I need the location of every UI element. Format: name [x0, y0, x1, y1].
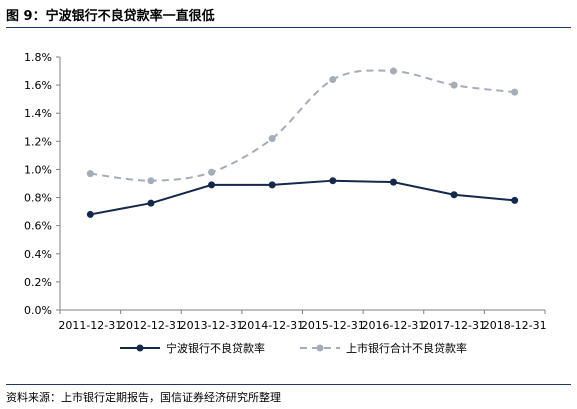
title-rule: [6, 27, 571, 28]
x-tick-label: 2013-12-31: [180, 319, 244, 332]
legend-swatch-marker-1: [136, 344, 144, 352]
legend-label-1: 宁波银行不良贷款率: [166, 341, 265, 355]
y-tick-label: 0.8%: [24, 192, 52, 205]
y-tick-label: 1.8%: [24, 51, 52, 64]
data-point-series-2: [389, 67, 397, 75]
data-point-series-2: [208, 168, 216, 176]
y-tick-label: 1.2%: [24, 135, 52, 148]
x-tick-label: 2014-12-31: [240, 319, 304, 332]
legend-label-2: 上市银行合计不良贷款率: [346, 341, 467, 355]
data-point-series-2: [268, 135, 276, 143]
data-point-series-2: [86, 170, 94, 178]
data-point-series-1: [329, 177, 337, 185]
legend-swatch-marker-2: [316, 344, 324, 352]
series-line-1: [90, 179, 515, 216]
y-tick-label: 0.2%: [24, 276, 52, 289]
data-point-series-1: [511, 196, 519, 204]
y-tick-label: 1.0%: [24, 163, 52, 176]
x-tick-label: 2016-12-31: [361, 319, 425, 332]
x-tick-label: 2011-12-31: [58, 319, 122, 332]
data-point-series-1: [450, 191, 458, 199]
data-point-series-1: [86, 210, 94, 218]
y-tick-label: 1.4%: [24, 107, 52, 120]
data-point-series-2: [450, 81, 458, 89]
data-point-series-1: [208, 181, 216, 189]
data-point-series-1: [389, 178, 397, 186]
x-tick-label: 2015-12-31: [301, 319, 365, 332]
x-tick-label: 2017-12-31: [422, 319, 486, 332]
figure-title: 图 9：宁波银行不良贷款率一直很低: [6, 9, 215, 24]
x-tick-label: 2018-12-31: [483, 319, 547, 332]
data-point-series-1: [147, 199, 155, 207]
data-point-series-2: [147, 177, 155, 185]
data-point-series-1: [268, 181, 276, 189]
y-tick-label: 1.6%: [24, 79, 52, 92]
data-point-series-2: [329, 75, 337, 83]
x-tick-label: 2012-12-31: [119, 319, 183, 332]
y-tick-label: 0.4%: [24, 248, 52, 261]
series-line-2: [90, 69, 515, 182]
y-tick-label: 0.6%: [24, 220, 52, 233]
y-tick-label: 0.0%: [24, 304, 52, 317]
source-rule: [6, 384, 571, 385]
source-note: 资料来源：上市银行定期报告，国信证券经济研究所整理: [6, 391, 281, 404]
data-point-series-2: [511, 88, 519, 96]
